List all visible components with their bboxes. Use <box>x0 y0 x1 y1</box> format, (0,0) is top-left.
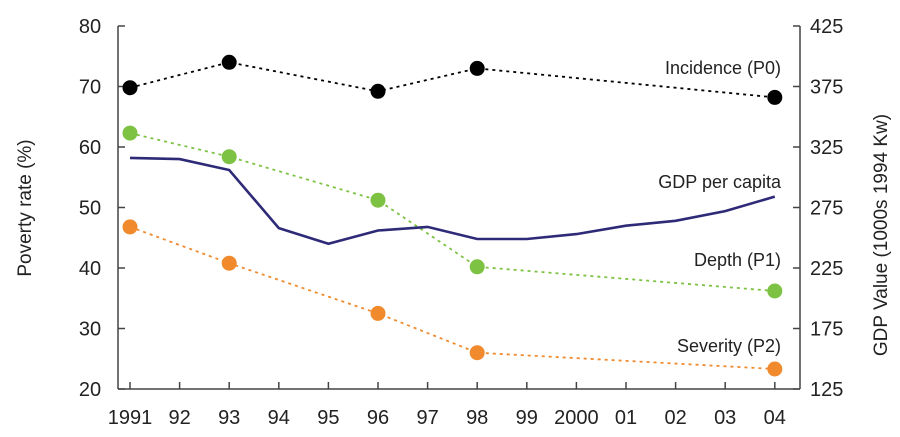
left-y-tick-label: 70 <box>79 77 101 99</box>
axes <box>117 26 801 390</box>
left-y-tick-label: 60 <box>79 137 101 159</box>
data-point-severity-p2 <box>221 255 237 271</box>
x-tick-label: 2000 <box>554 407 599 429</box>
series-markers <box>122 54 783 377</box>
series-label-depth: Depth (P1) <box>694 250 781 270</box>
right-y-tick-label: 325 <box>810 137 843 159</box>
x-tick-label: 97 <box>416 407 438 429</box>
x-tick-label: 93 <box>218 407 240 429</box>
series-line-gdp-per-capita <box>129 156 776 246</box>
right-y-tick-label: 175 <box>810 319 843 341</box>
series-line-severity-p2 <box>129 226 775 370</box>
x-tick-label: 96 <box>367 407 389 429</box>
data-point-incidence-p0 <box>370 83 386 99</box>
right-y-axis-title: GDP Value (1000s 1994 Kw) <box>871 114 892 356</box>
series-line-depth-p1 <box>129 132 775 292</box>
right-y-tick-label: 225 <box>810 258 843 280</box>
data-point-incidence-p0 <box>469 60 485 76</box>
x-tick-label: 99 <box>516 407 538 429</box>
x-tick-label: 03 <box>714 407 736 429</box>
left-y-tick-label: 20 <box>79 379 101 401</box>
series-label-severity: Severity (P2) <box>677 336 781 356</box>
left-y-tick-label: 50 <box>79 198 101 220</box>
series-label-gdp-per-capita: GDP per capita <box>658 172 782 192</box>
data-point-severity-p2 <box>469 345 485 361</box>
right-y-tick-label: 375 <box>810 77 843 99</box>
right-y-tick-label: 275 <box>810 198 843 220</box>
x-tick-label: 95 <box>317 407 339 429</box>
tick-marks-and-labels: 20 30 40 50 60 70 80 125 175 225 275 325 375 425 1991 9… <box>79 16 844 429</box>
x-tick-label: 98 <box>466 407 488 429</box>
right-y-tick-label: 425 <box>810 16 843 38</box>
x-tick-label: 02 <box>664 407 686 429</box>
x-tick-label: 92 <box>168 407 190 429</box>
series-label-incidence: Incidence (P0) <box>665 58 781 78</box>
series-lines <box>129 61 776 370</box>
left-y-tick-label: 40 <box>79 258 101 280</box>
data-point-incidence-p0 <box>122 80 138 96</box>
data-point-severity-p2 <box>767 361 783 377</box>
data-point-incidence-p0 <box>221 54 237 70</box>
x-tick-label: 94 <box>268 407 290 429</box>
x-tick-label: 04 <box>764 407 786 429</box>
left-y-tick-label: 80 <box>79 16 101 38</box>
data-point-severity-p2 <box>370 305 386 321</box>
data-point-depth-p1 <box>221 149 237 165</box>
right-y-tick-label: 125 <box>810 379 843 401</box>
data-point-depth-p1 <box>469 259 485 275</box>
left-y-tick-label: 30 <box>79 319 101 341</box>
x-tick-label: 01 <box>615 407 637 429</box>
data-point-depth-p1 <box>767 283 783 299</box>
x-tick-label: 1991 <box>108 407 153 429</box>
data-point-severity-p2 <box>122 219 138 235</box>
left-y-axis-title: Poverty rate (%) <box>15 139 36 276</box>
data-point-depth-p1 <box>370 192 386 208</box>
data-point-incidence-p0 <box>767 89 783 105</box>
data-point-depth-p1 <box>122 125 138 141</box>
